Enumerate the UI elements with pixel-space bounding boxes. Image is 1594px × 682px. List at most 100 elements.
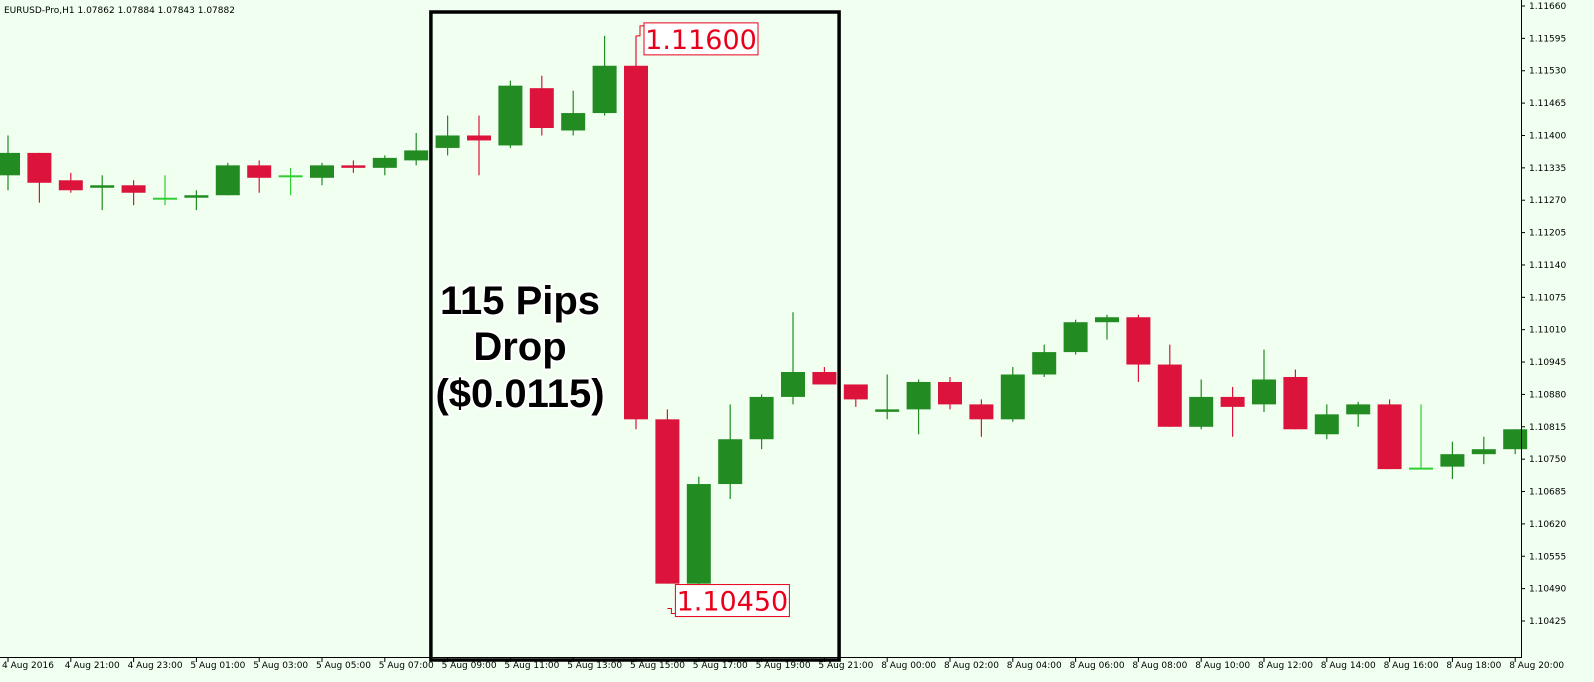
high-price-label: 1.11600 (636, 22, 759, 56)
candle (1126, 314, 1151, 382)
candle (561, 90, 586, 136)
candle-body (906, 381, 931, 410)
y-tick-label: 1.11595 (1529, 34, 1566, 44)
candle-body (1283, 376, 1308, 430)
candle-body (686, 484, 711, 584)
x-tick-label: 8 Aug 00:00 (881, 661, 936, 671)
candle-body (467, 135, 491, 141)
x-tick-label: 4 Aug 2016 (2, 661, 54, 671)
candle (1440, 441, 1465, 480)
candle (27, 152, 52, 203)
y-tick-label: 1.10945 (1529, 358, 1566, 368)
x-tick-label: 8 Aug 12:00 (1258, 661, 1313, 671)
candle-body (1409, 467, 1433, 470)
candle-body (1440, 454, 1465, 467)
x-tick-label: 8 Aug 10:00 (1195, 661, 1250, 671)
x-tick-label: 8 Aug 04:00 (1007, 661, 1062, 671)
candle (404, 132, 429, 166)
candle-body (1503, 429, 1528, 450)
candle (90, 175, 115, 211)
candle-body (278, 175, 303, 178)
candle-body (875, 409, 900, 412)
candle (1189, 379, 1214, 430)
candle-body (247, 165, 272, 178)
candle (121, 180, 146, 206)
candle (969, 399, 994, 437)
candle-body (0, 152, 20, 176)
price-labels: 1.11600 1.10450 (636, 22, 790, 618)
x-tick-label: 5 Aug 13:00 (567, 661, 622, 671)
candle (592, 35, 617, 116)
y-tick-label: 1.10555 (1529, 552, 1566, 562)
candle-body (624, 65, 648, 420)
candle (686, 476, 711, 597)
y-tick-label: 1.10815 (1529, 423, 1566, 433)
candle-body (184, 195, 209, 198)
candle (0, 135, 20, 191)
y-ticks: 1.11660 1.11595 1.11530 1.11465 1.11400 1.113… (1521, 2, 1566, 627)
candle-body (1189, 396, 1214, 427)
candle-body (153, 197, 177, 200)
candle-body (1063, 322, 1088, 353)
low-price-label-box (674, 584, 790, 618)
candle-body (812, 372, 837, 385)
candle-body (404, 150, 429, 161)
candle-body (529, 88, 554, 129)
candle (624, 35, 648, 430)
candle-body (372, 157, 397, 168)
x-tick-label: 8 Aug 16:00 (1384, 661, 1439, 671)
candle-body (121, 185, 146, 193)
candle (1314, 404, 1339, 440)
candle-body (1346, 404, 1371, 415)
x-tick-label: 5 Aug 21:00 (818, 661, 873, 671)
candle-body (27, 152, 52, 183)
candle-body (1220, 396, 1245, 407)
x-tick-label: 8 Aug 14:00 (1321, 661, 1376, 671)
annotation-line-3: ($0.0115) (435, 372, 604, 416)
candles (0, 35, 1528, 597)
candle (341, 160, 366, 173)
candle-body (749, 396, 774, 440)
x-tick-label: 5 Aug 01:00 (190, 661, 245, 671)
candle (498, 80, 523, 148)
candle-body (1095, 317, 1119, 323)
y-tick-label: 1.11010 (1529, 326, 1566, 336)
y-tick-label: 1.11270 (1529, 196, 1566, 206)
candle-body (561, 113, 586, 131)
low-price-label-text: 1.10450 (677, 587, 789, 618)
symbol-label: EURUSD-Pro,H1 1.07862 1.07884 1.07843 1.… (4, 6, 235, 16)
y-tick-label: 1.10750 (1529, 455, 1566, 465)
candle (435, 115, 460, 156)
x-tick-label: 5 Aug 19:00 (756, 661, 811, 671)
candle (1157, 344, 1182, 427)
candle (1377, 399, 1402, 470)
candle (1095, 314, 1119, 340)
candle-body (435, 135, 460, 148)
candle-body (341, 165, 366, 168)
candle (247, 160, 272, 193)
candle (843, 384, 868, 407)
candle-body (655, 419, 680, 584)
candle (1471, 436, 1496, 465)
candle (372, 155, 397, 176)
candle (1346, 401, 1371, 427)
y-tick-label: 1.11075 (1529, 293, 1566, 303)
candle (310, 162, 334, 186)
candle-body (1157, 364, 1182, 427)
candle-body (592, 65, 617, 114)
candle (1032, 344, 1057, 377)
x-tick-label: 5 Aug 09:00 (442, 661, 497, 671)
y-tick-label: 1.11530 (1529, 67, 1566, 77)
candle-body (1252, 379, 1276, 405)
annotations: 115 Pips Drop ($0.0115) (433, 277, 606, 418)
candle (749, 394, 774, 450)
candle (938, 376, 962, 410)
y-tick-label: 1.10490 (1529, 585, 1566, 595)
y-tick-label: 1.10425 (1529, 617, 1566, 627)
x-tick-label: 5 Aug 03:00 (253, 661, 308, 671)
x-tick-label: 8 Aug 08:00 (1132, 661, 1187, 671)
candle (184, 190, 209, 211)
x-tick-label: 4 Aug 23:00 (128, 661, 183, 671)
drop-box (429, 10, 841, 662)
